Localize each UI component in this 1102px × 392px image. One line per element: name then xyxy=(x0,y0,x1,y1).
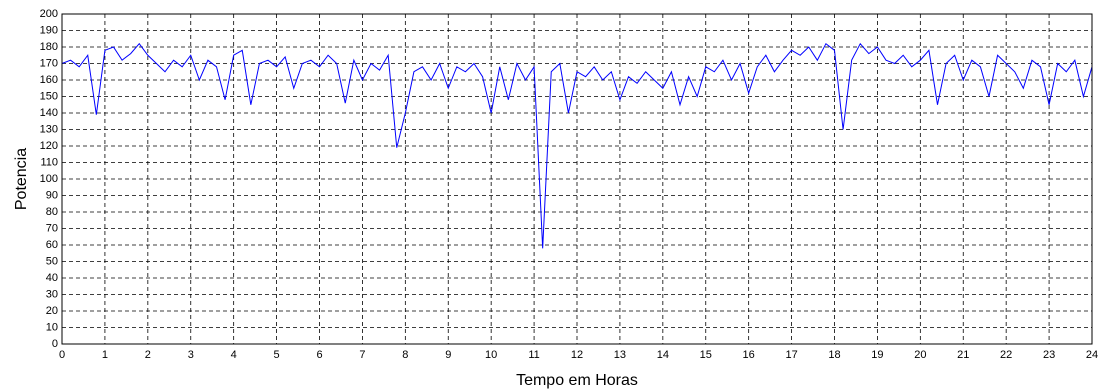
x-tick-label: 16 xyxy=(743,349,755,361)
x-tick-label: 7 xyxy=(359,349,365,361)
y-tick-label: 130 xyxy=(40,123,58,135)
y-tick-label: 90 xyxy=(46,189,58,201)
x-tick-label: 13 xyxy=(614,349,626,361)
y-tick-label: 200 xyxy=(40,8,58,20)
data-line xyxy=(61,42,1093,249)
x-tick-label: 6 xyxy=(316,349,322,361)
x-tick-label: 5 xyxy=(274,349,280,361)
x-tick-label: 24 xyxy=(1086,349,1098,361)
x-tick-label: 9 xyxy=(445,349,451,361)
x-tick-label: 3 xyxy=(188,349,194,361)
y-tick-label: 10 xyxy=(46,321,58,333)
y-tick-label: 150 xyxy=(40,90,58,102)
x-tick-label: 17 xyxy=(785,349,797,361)
x-tick-label: 2 xyxy=(145,349,151,361)
y-tick-label: 190 xyxy=(40,24,58,36)
y-tick-label: 80 xyxy=(46,206,58,218)
x-tick-label: 14 xyxy=(657,349,669,361)
y-tick-label: 170 xyxy=(40,57,58,69)
x-tick-label: 8 xyxy=(402,349,408,361)
y-tick-label: 60 xyxy=(46,239,58,251)
x-tick-label: 15 xyxy=(700,349,712,361)
x-tick-label: 11 xyxy=(528,349,539,361)
x-tick-label: 23 xyxy=(1043,349,1055,361)
plot-border xyxy=(61,13,1093,345)
y-tick-label: 70 xyxy=(46,222,58,234)
x-tick-label: 19 xyxy=(871,349,883,361)
y-tick-label: 50 xyxy=(46,255,58,267)
x-axis-label: Tempo em Horas xyxy=(516,372,638,389)
y-tick-label: 30 xyxy=(46,288,58,300)
x-tick-label: 4 xyxy=(231,349,237,361)
x-tick-label: 1 xyxy=(102,349,108,361)
y-tick-label: 120 xyxy=(40,140,58,152)
y-tick-label: 140 xyxy=(40,107,58,119)
y-tick-label: 40 xyxy=(46,272,58,284)
y-tick-label: 180 xyxy=(40,41,58,53)
y-tick-label: 0 xyxy=(52,338,58,350)
y-tick-label: 110 xyxy=(40,156,58,168)
y-tick-label: 100 xyxy=(40,173,58,185)
y-axis-label: Potencia xyxy=(13,148,30,210)
x-tick-label: 20 xyxy=(914,349,926,361)
y-tick-label: 160 xyxy=(40,74,58,86)
x-tick-label: 10 xyxy=(485,349,497,361)
x-tick-label: 18 xyxy=(828,349,840,361)
x-tick-label: 21 xyxy=(957,349,969,361)
x-tick-label: 22 xyxy=(1000,349,1012,361)
y-tick-label: 20 xyxy=(46,305,58,317)
x-tick-label: 0 xyxy=(59,349,65,361)
x-tick-label: 12 xyxy=(571,349,583,361)
